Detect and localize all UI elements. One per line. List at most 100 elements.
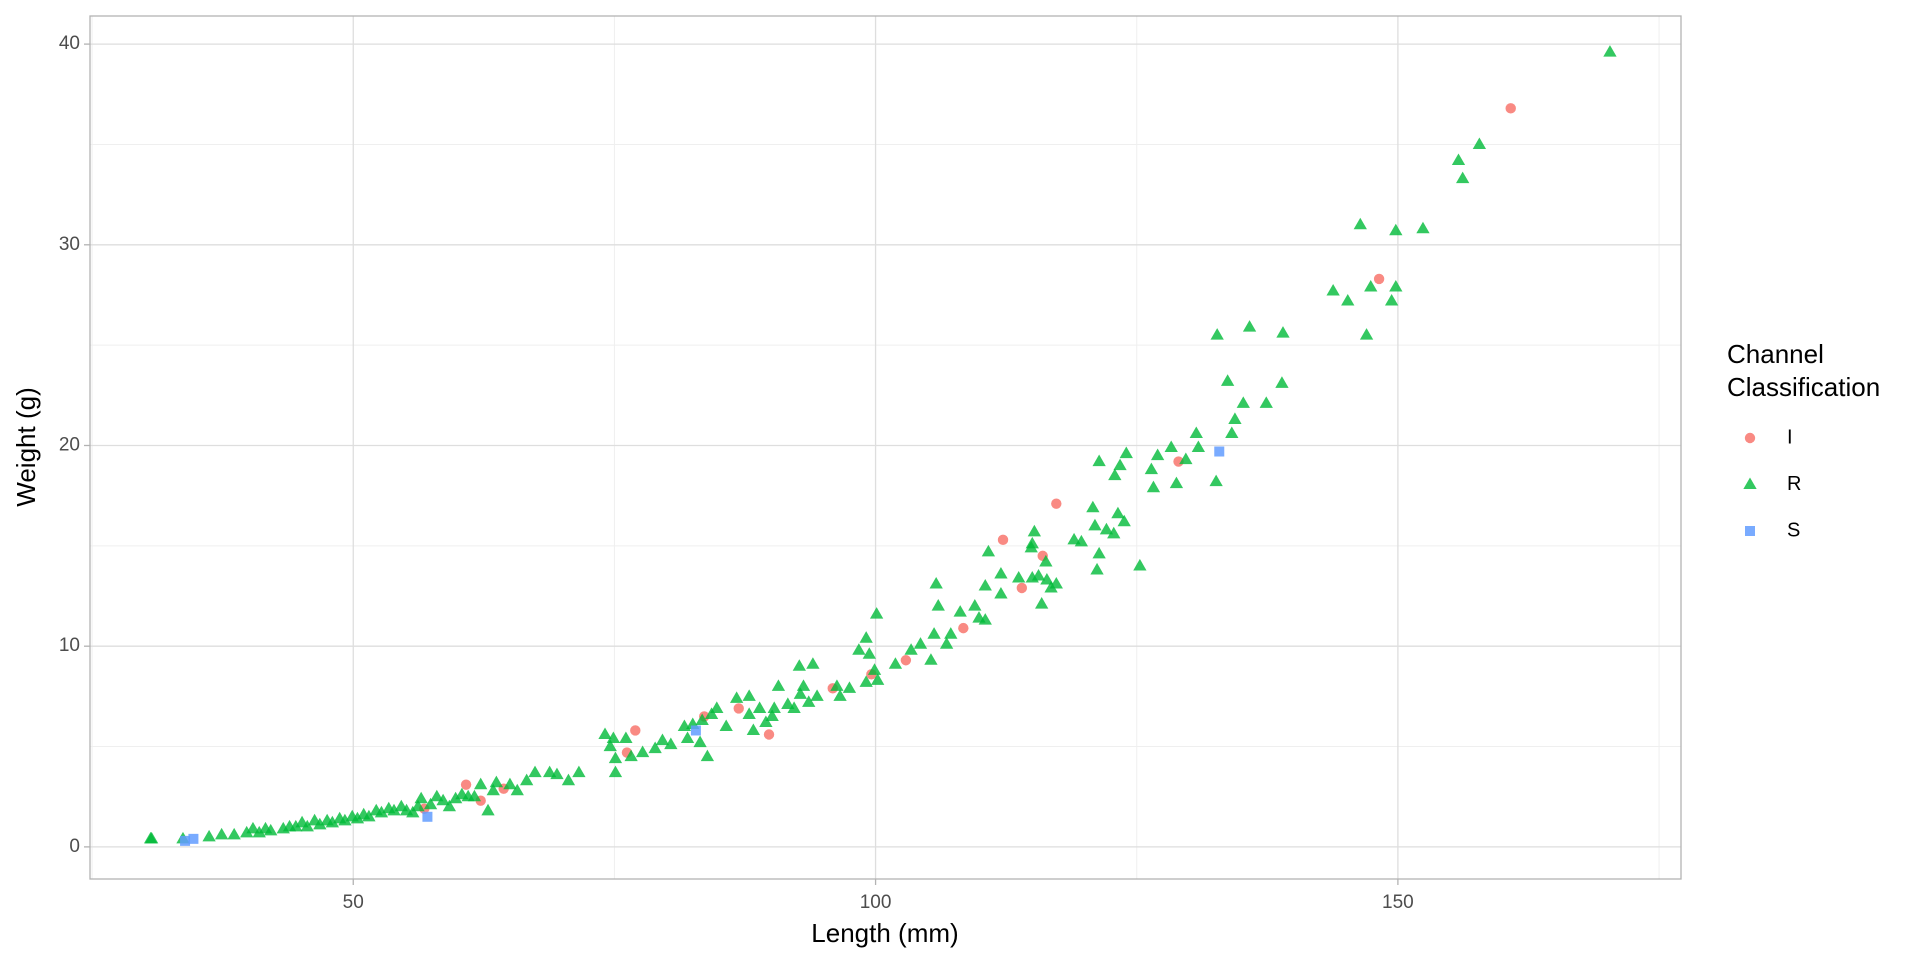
point [455,787,469,800]
point [1179,452,1193,465]
point [1169,476,1184,489]
point [929,576,943,589]
point [1164,440,1178,453]
point [994,566,1008,579]
point [1275,376,1289,388]
point [767,701,781,713]
point [143,831,158,844]
point [888,657,903,669]
point [1051,498,1062,509]
point [904,643,918,655]
point [1144,462,1159,475]
point [1214,446,1225,457]
point [1472,137,1487,149]
point [859,631,873,643]
point [474,777,488,790]
point [1111,506,1125,519]
point [1353,217,1367,230]
point [994,587,1008,599]
point [1027,524,1042,537]
point [295,815,309,828]
point [422,811,433,822]
point [1191,440,1206,453]
point [1384,293,1399,306]
legend-label: S [1787,519,1800,541]
point [733,703,744,714]
point [927,627,941,639]
point [900,655,912,666]
point [1364,279,1378,292]
point [1092,546,1106,559]
point [1024,540,1038,553]
point [414,791,428,804]
point [542,765,557,778]
point [307,813,322,826]
point [1373,273,1385,285]
point [1603,45,1617,57]
y-tick-label: 20 [59,435,80,456]
point [406,805,420,818]
point [1040,572,1054,585]
point [442,799,457,812]
point [842,681,857,693]
point [924,653,938,665]
point [1146,480,1161,493]
y-tick-label: 10 [59,635,80,656]
point [939,637,954,649]
point [598,727,612,740]
point [603,739,617,752]
point [489,775,504,788]
point [608,765,623,778]
point [810,689,824,701]
point [1173,456,1184,467]
legend-key [1743,477,1757,490]
point [503,777,517,790]
point [252,825,266,838]
point [1505,103,1516,114]
point [202,829,216,842]
legend-title: Channel Classification [1727,339,1881,402]
point [1035,597,1049,609]
point [382,801,396,814]
point [719,719,733,732]
point [1359,328,1374,340]
point [1039,554,1053,567]
legend-label: I [1787,426,1793,448]
point [1067,532,1081,545]
point [608,751,623,764]
point [953,605,967,617]
point [528,765,542,778]
point [655,733,670,746]
point [369,803,383,816]
point [436,793,450,806]
point [246,821,260,834]
point [978,613,992,625]
point [411,799,425,812]
point [792,659,806,671]
point [765,709,779,721]
point [1259,396,1273,408]
point [1456,171,1470,184]
point [787,701,801,713]
x-axis-title: Length (mm) [811,918,958,948]
point [188,833,199,844]
point [1107,526,1121,539]
point [648,741,662,754]
point [763,729,775,740]
legend-key [1744,432,1756,444]
point [430,789,444,802]
point [1228,412,1242,424]
point [802,695,816,707]
point [1341,293,1355,306]
point [1117,514,1131,527]
point [710,701,724,713]
point [742,707,756,719]
point [1210,328,1224,340]
point [759,715,773,728]
point [806,657,820,669]
point [394,799,408,812]
point [423,797,438,810]
point [680,731,695,744]
